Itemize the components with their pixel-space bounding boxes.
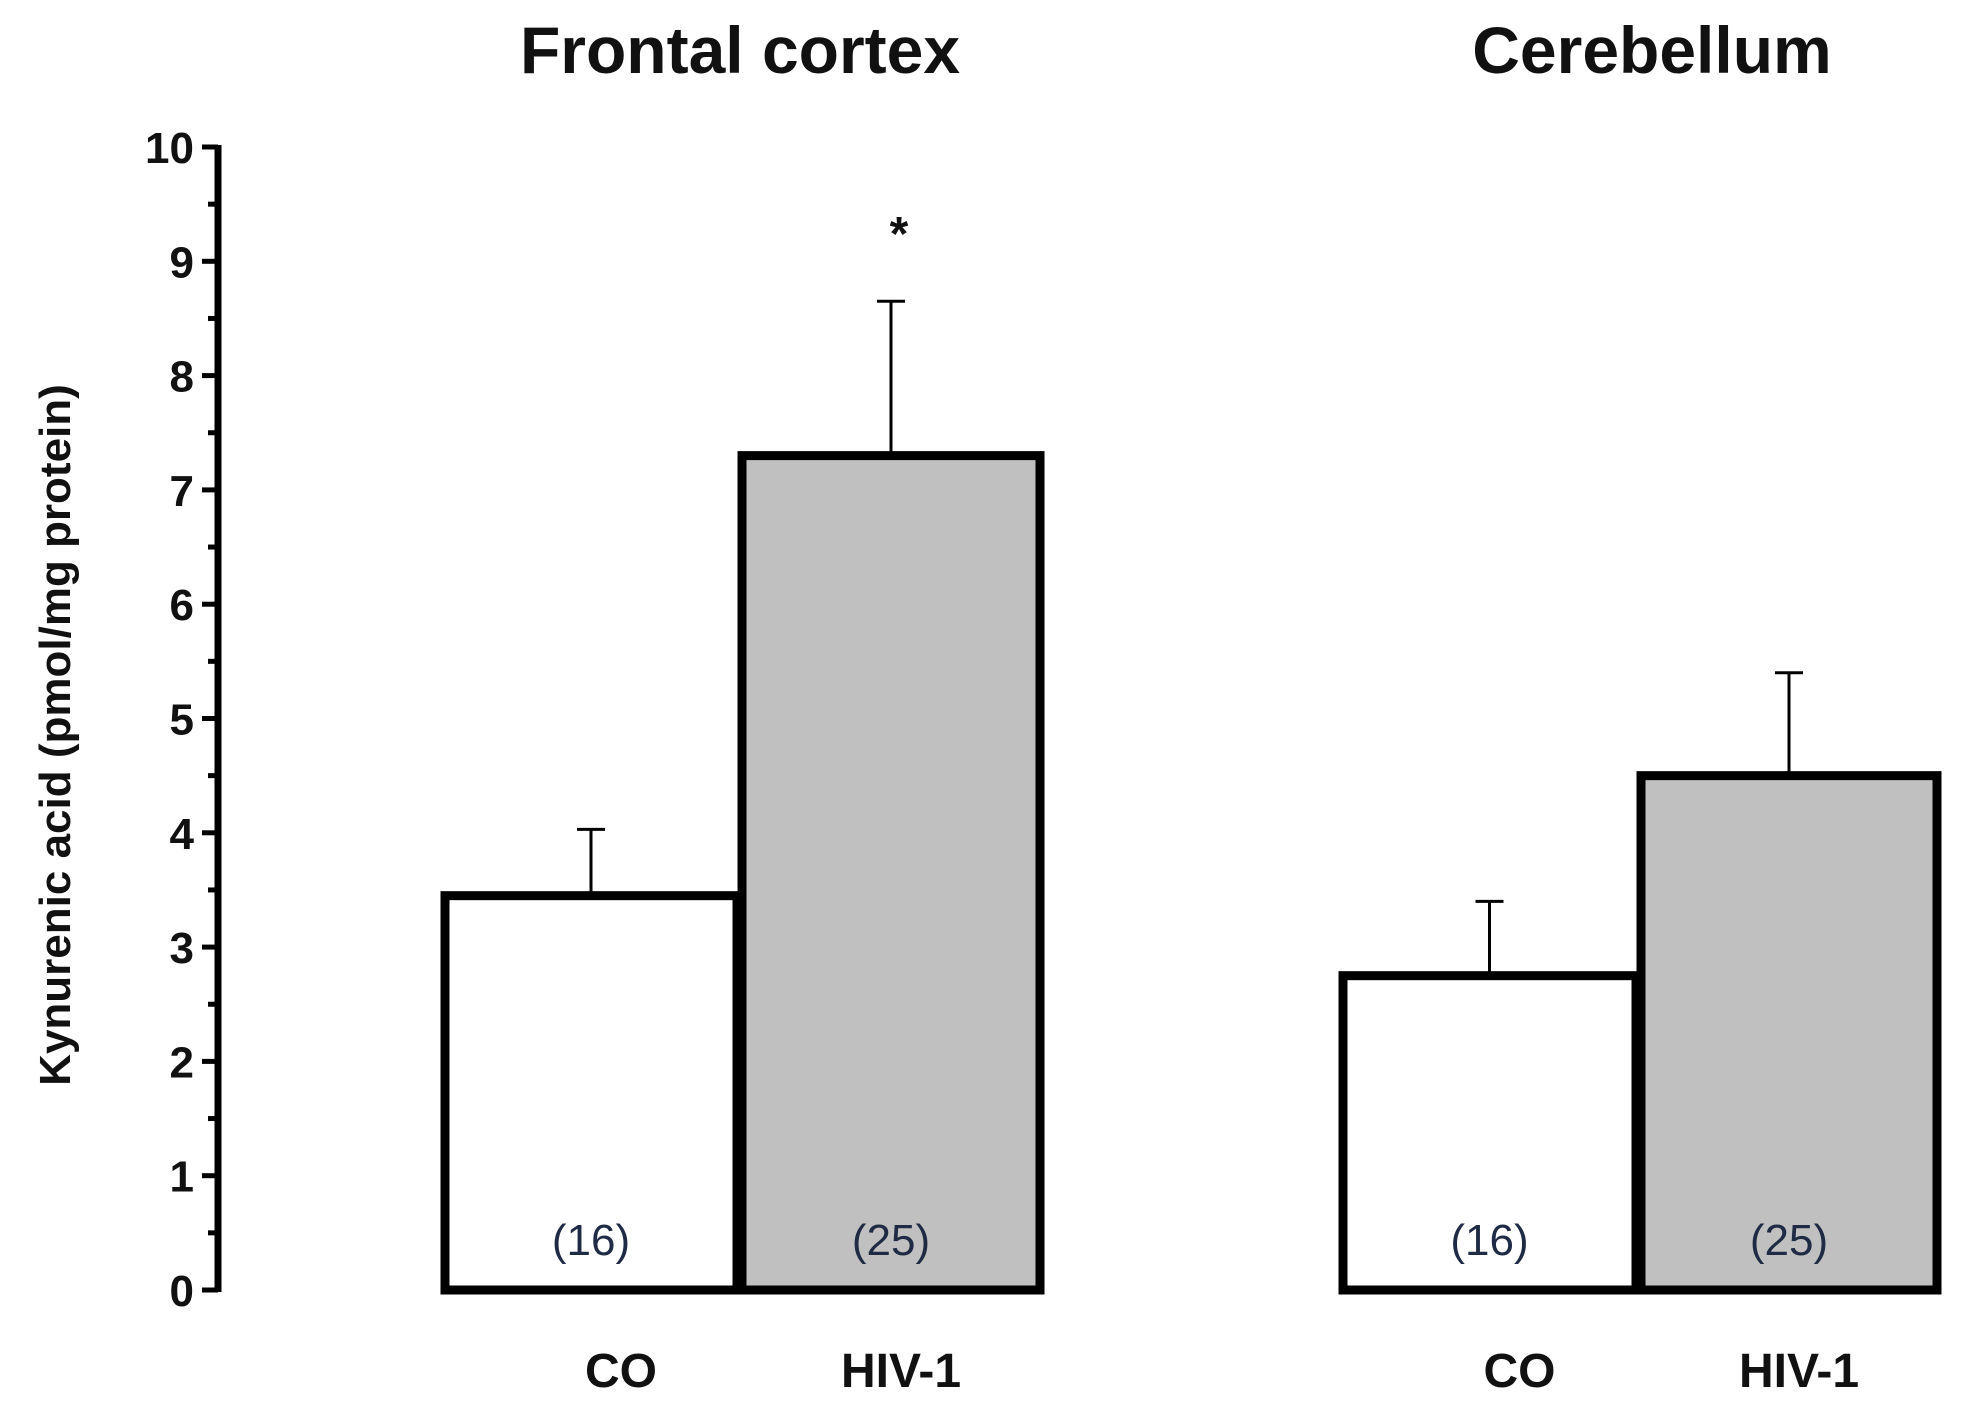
y-tick-label: 9 <box>170 238 194 287</box>
bar-hiv-1 <box>1636 771 1942 1295</box>
panel-title: Frontal cortex <box>520 13 960 87</box>
category-label: CO <box>585 1345 657 1398</box>
y-tick-label: 0 <box>170 1267 194 1316</box>
panel-1: Frontal cortex (16) CO (25) * HIV-1 <box>440 13 1045 1398</box>
y-tick-label: 7 <box>170 467 194 516</box>
category-label: HIV-1 <box>1739 1345 1859 1398</box>
bar-hiv-1 <box>737 451 1045 1295</box>
category-label: HIV-1 <box>841 1345 961 1398</box>
n-label: (25) <box>852 1216 930 1265</box>
n-label: (16) <box>1450 1216 1528 1265</box>
y-tick-label: 3 <box>170 924 194 973</box>
panels: Frontal cortex(16)CO(25)*HIV-1Cerebellum… <box>440 13 1942 1398</box>
panel-2: Cerebellum (16) CO (25) HIV-1 <box>1338 13 1942 1398</box>
n-label: (25) <box>1750 1216 1828 1265</box>
y-tick-label: 4 <box>170 810 195 859</box>
bar-co <box>440 891 742 1295</box>
y-axis: 0 1 2 3 4 5 6 7 8 9 10 <box>145 124 222 1316</box>
significance-marker: * <box>890 208 909 261</box>
y-tick-label: 8 <box>170 353 194 402</box>
bar-co <box>1338 971 1641 1295</box>
n-label: (16) <box>552 1216 630 1265</box>
y-tick-label: 10 <box>145 124 194 173</box>
category-label: CO <box>1484 1345 1556 1398</box>
y-tick-label: 2 <box>170 1038 194 1087</box>
panel-title: Cerebellum <box>1472 13 1831 87</box>
y-tick-label: 1 <box>170 1153 194 1202</box>
y-tick-label: 5 <box>170 696 194 745</box>
y-axis-title: Kynurenic acid (pmol/mg protein) <box>31 384 80 1086</box>
y-tick-label: 6 <box>170 581 194 630</box>
